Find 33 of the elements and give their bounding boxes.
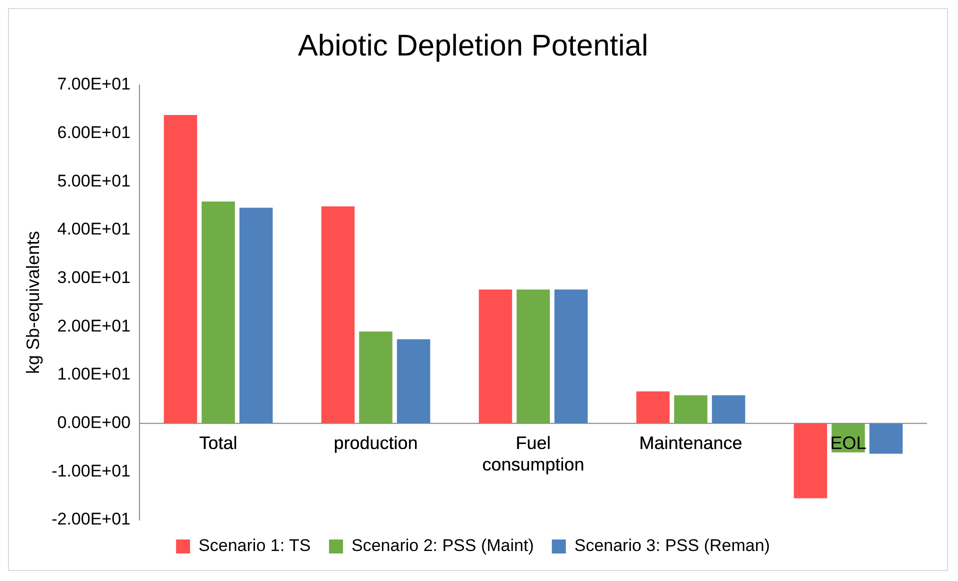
- bar: [869, 423, 903, 454]
- bar: [794, 423, 828, 498]
- bar: [396, 339, 430, 424]
- bar: [636, 391, 670, 424]
- y-tick-label: 3.00E+01: [57, 268, 131, 288]
- y-tick-label: 7.00E+01: [57, 74, 131, 94]
- y-tick-label: 5.00E+01: [57, 171, 131, 190]
- y-axis-title: kg Sb-equivalents: [22, 230, 43, 374]
- y-tick-label: 4.00E+01: [57, 220, 131, 239]
- bar: [202, 201, 235, 424]
- bar: [516, 289, 550, 424]
- legend-label: Scenario 2: PSS (Maint): [352, 536, 534, 556]
- x-tick-label: production: [334, 433, 418, 454]
- chart-title: Abiotic Depletion Potential: [298, 29, 648, 62]
- bar: [164, 114, 198, 424]
- x-tick-label: Maintenance: [639, 433, 742, 454]
- bar: [478, 289, 512, 424]
- x-tick-label: Total: [199, 433, 238, 454]
- bar: [359, 332, 392, 424]
- y-tick-label: 1.00E+01: [57, 364, 131, 384]
- y-tick-label: 6.00E+01: [57, 123, 131, 142]
- y-tick-label: 2.00E+01: [57, 316, 131, 336]
- bar: [239, 208, 273, 424]
- y-tick-label: -2.00E+01: [52, 510, 131, 529]
- y-tick-label: 0.00E+00: [57, 413, 131, 432]
- bar: [712, 395, 746, 424]
- y-tick-label: -1.00E+01: [52, 461, 131, 480]
- bar: [674, 395, 708, 424]
- legend-label: Scenario 1: TS: [198, 536, 311, 556]
- legend-label: Scenario 3: PSS (Reman): [574, 536, 770, 556]
- bar: [554, 289, 588, 424]
- bar: [321, 206, 355, 424]
- x-tick-label: Fuel consumption: [482, 433, 584, 475]
